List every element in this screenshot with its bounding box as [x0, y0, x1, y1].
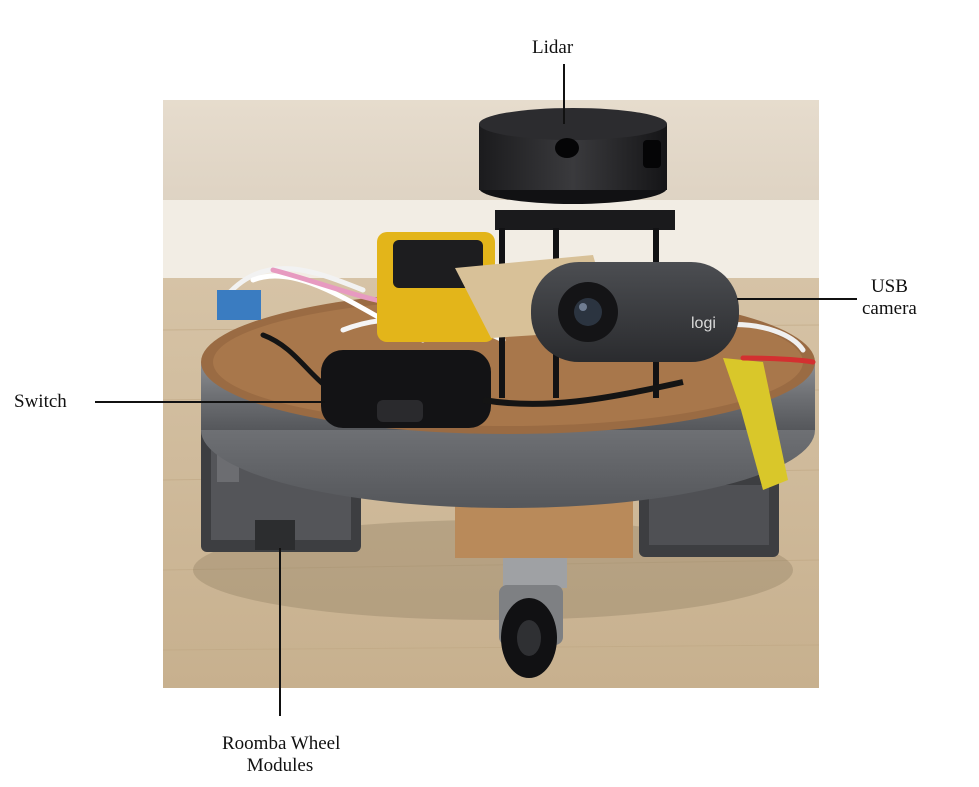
lidar-label: Lidar	[532, 37, 574, 58]
switch-callout-line	[95, 401, 325, 403]
switch-label: Switch	[14, 391, 67, 412]
roomba-label-line1: Roomba Wheel	[222, 733, 341, 754]
roomba-callout-line	[279, 548, 281, 716]
power-switch	[321, 350, 491, 428]
blue-module	[217, 290, 261, 320]
usb-camera-label-line2: camera	[862, 298, 917, 319]
robot-photo: logi	[163, 100, 819, 688]
camera-brand: logi	[691, 315, 716, 332]
roomba-wheel-modules-label: Roomba Wheel Modules	[222, 733, 341, 777]
usb-camera-label: USB camera	[862, 276, 917, 320]
lidar-callout-line	[563, 64, 565, 124]
wood-block	[455, 500, 633, 558]
roomba-label-line2: Modules	[246, 755, 314, 776]
usb-camera: logi	[531, 262, 739, 362]
caster-wheel	[499, 558, 567, 678]
yellow-tape	[723, 358, 788, 490]
usb-camera-callout-line	[737, 298, 857, 300]
usb-camera-label-line1: USB	[870, 276, 908, 297]
